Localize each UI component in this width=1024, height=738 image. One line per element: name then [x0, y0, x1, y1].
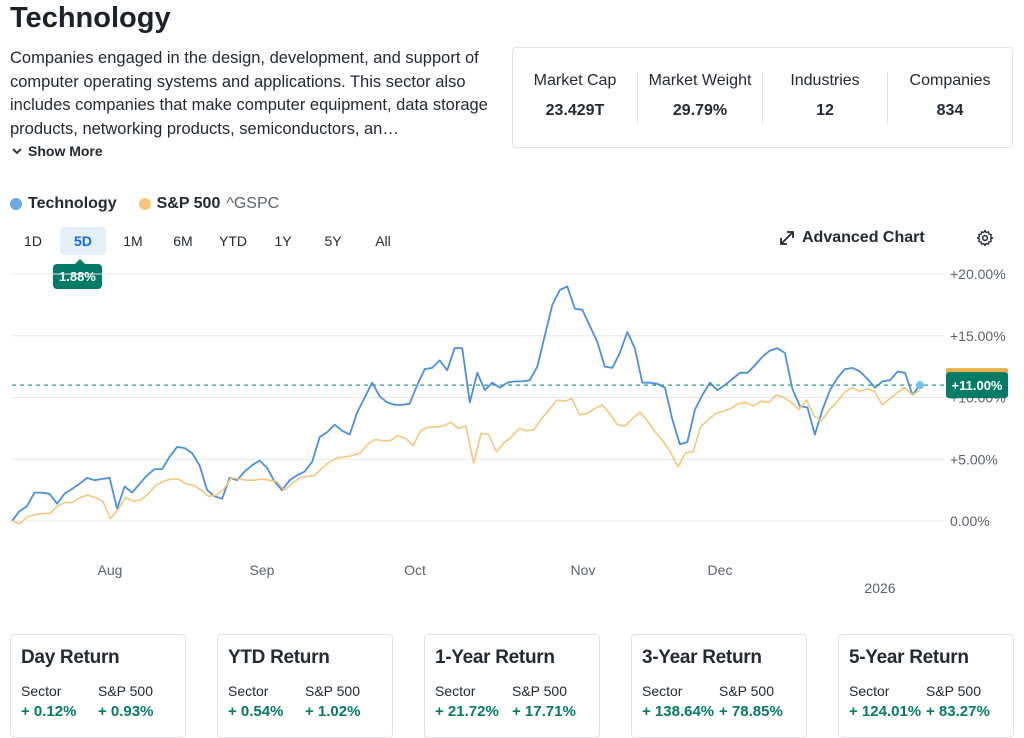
stat-label: Market Weight	[648, 71, 752, 89]
legend-item-sector[interactable]: Technology	[10, 195, 117, 213]
stat-market-weight: Market Weight 29.79%	[638, 71, 763, 124]
benchmark-return: + 1.02%	[305, 703, 361, 720]
range-ytd[interactable]: YTD	[219, 233, 247, 249]
gear-icon[interactable]	[976, 229, 994, 247]
sector-return: + 124.01%	[849, 703, 922, 720]
sector-return: + 138.64%	[642, 703, 715, 720]
legend-benchmark-symbol: ^GSPC	[226, 195, 280, 212]
return-card-title: Day Return	[21, 647, 120, 668]
range-6m[interactable]: 6M	[173, 233, 193, 249]
expand-icon	[780, 231, 794, 245]
returns-cards: Day Return Sector S&P 500 + 0.12% + 0.93% …	[10, 634, 1014, 738]
stat-value: 834	[936, 101, 964, 119]
range-change-badge: 1.88%	[53, 259, 102, 289]
sector-label: Sector	[435, 683, 476, 699]
stat-label: Companies	[909, 71, 991, 89]
legend-benchmark-name: S&P 500	[156, 195, 221, 212]
range-5d[interactable]: 5D	[60, 227, 106, 255]
series-line-sector	[11, 285, 921, 522]
benchmark-return: + 83.27%	[926, 703, 990, 720]
legend-item-benchmark[interactable]: S&P 500 ^GSPC	[138, 195, 280, 213]
show-more-button[interactable]: Show More	[12, 143, 103, 159]
performance-chart[interactable]: +20.00%+15.00%+10.00%+5.00%0.00%AugSepOc…	[0, 262, 1024, 602]
benchmark-label: S&P 500	[98, 683, 154, 699]
stat-label: Industries	[790, 71, 860, 89]
range-1m[interactable]: 1M	[123, 233, 143, 249]
range-all[interactable]: All	[375, 233, 391, 249]
sector-label: Sector	[642, 683, 683, 699]
chart-legend: Technology S&P 500 ^GSPC	[10, 195, 301, 213]
return-card-1y: 1-Year Return Sector S&P 500 + 21.72% + 17…	[424, 634, 600, 738]
return-card-title: 1-Year Return	[435, 647, 555, 668]
return-card-day: Day Return Sector S&P 500 + 0.12% + 0.93%	[10, 634, 186, 738]
sector-stats-panel: Market Cap 23.429T Market Weight 29.79% …	[512, 47, 1013, 148]
benchmark-dot-icon	[138, 198, 151, 210]
range-1y[interactable]: 1Y	[274, 233, 292, 249]
return-card-3y: 3-Year Return Sector S&P 500 + 138.64% + 7…	[631, 634, 807, 738]
sector-label: Sector	[228, 683, 269, 699]
advanced-chart-label: Advanced Chart	[802, 229, 925, 246]
return-card-title: YTD Return	[228, 647, 330, 668]
stat-market-cap: Market Cap 23.429T	[513, 71, 638, 124]
show-more-label: Show More	[28, 143, 103, 159]
stat-value: 23.429T	[545, 101, 605, 119]
legend-sector-name: Technology	[28, 195, 117, 212]
current-value-badge	[946, 372, 1008, 399]
page-title: Technology	[10, 2, 171, 34]
benchmark-label: S&P 500	[512, 683, 568, 699]
x-tick-label: Oct	[404, 562, 426, 578]
sector-return: + 0.12%	[21, 703, 77, 720]
series-line-benchmark	[11, 386, 921, 525]
y-tick-label: +15.00%	[950, 328, 1006, 344]
advanced-chart-button[interactable]: Advanced Chart	[780, 229, 925, 247]
chevron-down-icon	[12, 148, 22, 155]
x-tick-label: Nov	[571, 562, 596, 578]
benchmark-return: + 17.71%	[512, 703, 576, 720]
x-tick-label: 2026	[864, 580, 895, 596]
x-tick-label: Aug	[98, 562, 123, 578]
return-card-title: 3-Year Return	[642, 647, 762, 668]
y-tick-label: +20.00%	[950, 266, 1006, 282]
sector-dot-icon	[10, 198, 22, 210]
current-point	[916, 381, 924, 390]
sector-return: + 0.54%	[228, 703, 284, 720]
sector-return: + 21.72%	[435, 703, 499, 720]
benchmark-return: + 78.85%	[719, 703, 783, 720]
stat-companies: Companies 834	[888, 72, 1012, 124]
sector-label: Sector	[21, 683, 62, 699]
range-1d[interactable]: 1D	[24, 233, 42, 249]
benchmark-label: S&P 500	[719, 683, 775, 699]
sector-label: Sector	[849, 683, 890, 699]
y-tick-label: +5.00%	[950, 451, 998, 467]
return-card-5y: 5-Year Return Sector S&P 500 + 124.01% + 8…	[838, 634, 1014, 738]
range-selector: 1D 5D 1M 6M YTD 1Y 5Y All	[10, 227, 410, 255]
y-tick-label: 0.00%	[950, 513, 990, 529]
return-card-ytd: YTD Return Sector S&P 500 + 0.54% + 1.02%	[217, 634, 393, 738]
current-value-label: +11.00%	[952, 378, 1003, 393]
benchmark-label: S&P 500	[926, 683, 982, 699]
range-5y[interactable]: 5Y	[324, 233, 342, 249]
stat-industries: Industries 12	[763, 71, 888, 124]
stat-label: Market Cap	[533, 71, 617, 89]
stat-value: 12	[816, 101, 834, 119]
benchmark-label: S&P 500	[305, 683, 361, 699]
benchmark-return: + 0.93%	[98, 703, 154, 720]
stat-value: 29.79%	[672, 101, 728, 119]
sector-description: Companies engaged in the design, develop…	[10, 49, 488, 138]
x-tick-label: Dec	[708, 562, 733, 578]
return-card-title: 5-Year Return	[849, 647, 969, 668]
x-tick-label: Sep	[250, 562, 275, 578]
